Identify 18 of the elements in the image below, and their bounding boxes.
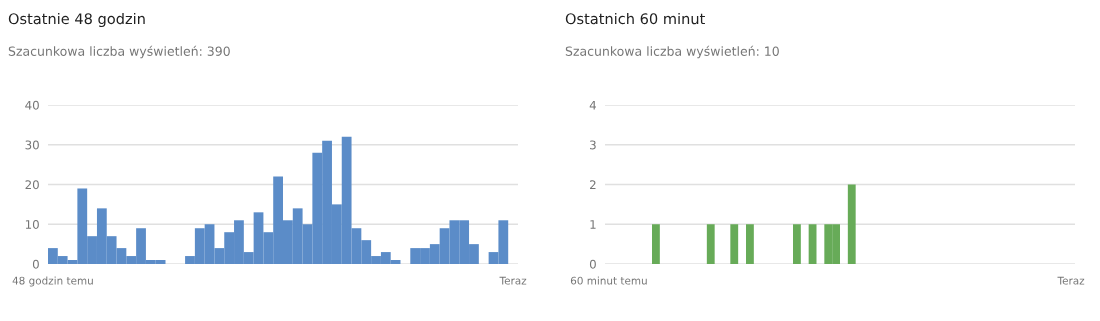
y-tick-label: 1 [590, 220, 596, 229]
chart-title: Ostatnie 48 godzin [8, 12, 145, 28]
x-tick-label: Teraz [1057, 276, 1085, 285]
chart-title: Ostatnich 60 minut [565, 12, 705, 25]
y-tick-label: 30 [25, 140, 39, 150]
chart-subtitle: Szacunkowa liczba wyświetleń: 10 [565, 45, 779, 59]
y-tick-label: 20 [25, 180, 39, 190]
x-tick-label: 60 minut temu [570, 276, 647, 285]
y-tick-label: 2 [590, 180, 596, 189]
y-tick-label: 0 [32, 259, 39, 269]
y-tick-label: 0 [589, 259, 596, 269]
x-tick-label: Teraz [499, 276, 527, 285]
y-tick-label: 10 [25, 219, 39, 229]
y-tick-label: 40 [25, 100, 39, 110]
x-tick-label: 48 godzin temu [12, 276, 93, 287]
y-tick-label: 3 [590, 140, 596, 150]
y-tick-label: 4 [589, 100, 596, 110]
chart-subtitle: Szacunkowa liczba wyświetleń: 390 [8, 45, 230, 59]
